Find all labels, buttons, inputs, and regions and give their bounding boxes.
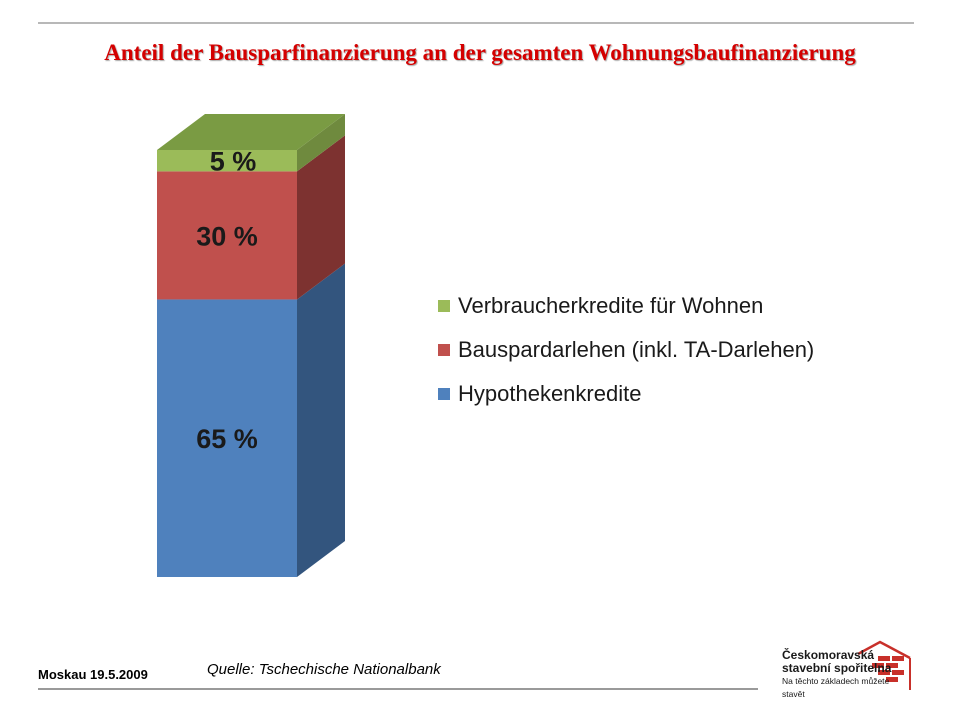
bottom-divider xyxy=(38,688,758,690)
chart-legend: Verbraucherkredite für Wohnen Bauspardarl… xyxy=(438,284,814,416)
bar-front-bauspardarlehen-inkl-ta-darlehen xyxy=(157,171,297,300)
logo-line-2: stavební spořitelna xyxy=(782,661,892,675)
legend-swatch xyxy=(438,388,450,400)
source-note: Quelle: Tschechische Nationalbank xyxy=(207,661,441,678)
slide-title: Anteil der Bausparfinanzierung an der ge… xyxy=(104,40,856,65)
logo-tagline: Na těchto základech můžete stavět xyxy=(782,676,890,699)
bar-side-verbraucherkredite-f-r-wohnen xyxy=(297,114,345,172)
legend-item-verbraucherkredite-f-r-wohnen: Verbraucherkredite für Wohnen xyxy=(438,284,814,328)
bar-side-hypothekenkredite xyxy=(297,263,345,577)
legend-item-hypothekenkredite: Hypothekenkredite xyxy=(438,372,814,416)
top-divider xyxy=(38,22,914,24)
bar-front-verbraucherkredite-f-r-wohnen xyxy=(157,150,297,172)
house-bricks-icon xyxy=(857,640,911,690)
logo-line-1: Českomoravská xyxy=(782,648,875,662)
logo-text: Českomoravská stavební spořitelna Na těc… xyxy=(782,649,912,701)
footer-location-date: Moskau 19.5.2009 xyxy=(38,667,148,682)
company-logo: Českomoravská stavební spořitelna Na těc… xyxy=(782,640,912,699)
legend-item-bauspardarlehen-inkl-ta-darlehen: Bauspardarlehen (inkl. TA-Darlehen) xyxy=(438,328,814,372)
bar-top-face xyxy=(157,114,345,150)
data-label-hypothekenkredite: 65 % xyxy=(196,424,258,454)
bar-side-bauspardarlehen-inkl-ta-darlehen xyxy=(297,135,345,300)
legend-label: Hypothekenkredite xyxy=(458,381,642,406)
legend-swatch xyxy=(438,344,450,356)
legend-swatch xyxy=(438,300,450,312)
legend-label: Verbraucherkredite für Wohnen xyxy=(458,293,764,318)
legend-label: Bauspardarlehen (inkl. TA-Darlehen) xyxy=(458,337,815,362)
data-label-verbraucherkredite-f-r-wohnen: 5 % xyxy=(210,147,257,177)
bar-front-hypothekenkredite xyxy=(157,299,297,577)
data-label-bauspardarlehen-inkl-ta-darlehen: 30 % xyxy=(196,221,258,251)
